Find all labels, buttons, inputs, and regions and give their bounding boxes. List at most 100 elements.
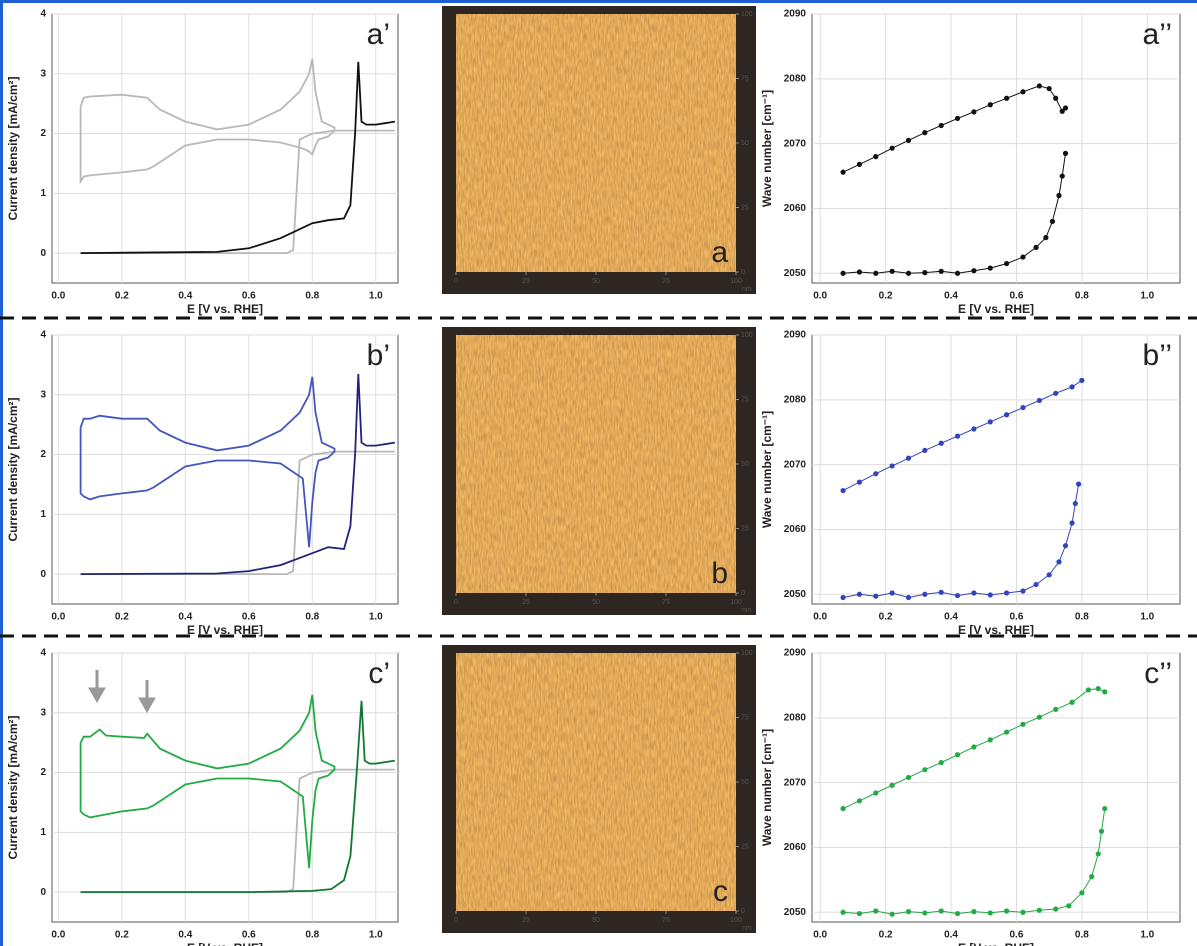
x-tick-label: 0.8 [1075, 291, 1089, 302]
y-tick-label: 2060 [784, 524, 807, 535]
x-tick-label: 25 [522, 599, 530, 606]
x-tick-label: 0.6 [242, 612, 256, 623]
point [938, 759, 944, 766]
point [856, 479, 863, 485]
cv-curve [79, 58, 336, 185]
y-tick-label: 0 [40, 248, 46, 259]
point [1069, 384, 1075, 390]
stm-image [456, 14, 736, 272]
series-line [842, 688, 1106, 810]
x-tick-label: 0.2 [115, 930, 129, 941]
x-tick-label: 75 [662, 599, 670, 606]
point [905, 774, 912, 781]
x-tick-label: 0.8 [1075, 612, 1089, 623]
point [1072, 500, 1078, 507]
plot-area [811, 13, 1181, 284]
point [1020, 254, 1026, 260]
stm-image [456, 653, 736, 911]
x-tick-label: 50 [592, 917, 600, 924]
point [938, 589, 944, 595]
point [905, 594, 912, 601]
point [889, 590, 895, 596]
point [856, 161, 863, 167]
point [1046, 572, 1052, 578]
point [1102, 689, 1108, 695]
arrows [88, 670, 156, 714]
panel-label: c [713, 875, 728, 908]
point [856, 910, 863, 917]
x-tick-label: 0.6 [1009, 291, 1023, 302]
point [905, 270, 912, 276]
y-tick-label: 100 [741, 332, 753, 339]
cv-curve [80, 373, 395, 575]
x-tick-label: 0.6 [1009, 930, 1023, 941]
panel-label: b [711, 557, 728, 590]
point [1102, 805, 1108, 812]
x-axis-label: E [V vs. RHE] [958, 941, 1034, 946]
point [1033, 244, 1039, 250]
x-tick-label: 0.4 [944, 291, 958, 302]
point [1062, 543, 1069, 549]
unit-label: nm [742, 925, 752, 932]
y-tick-label: 2090 [784, 9, 807, 20]
point [856, 591, 863, 597]
y-tick-label: 2050 [784, 268, 807, 279]
point [1036, 714, 1042, 720]
x-tick-label: 75 [662, 278, 670, 285]
x-tick-label: 1.0 [1140, 930, 1154, 941]
point [873, 471, 879, 477]
x-axis-label: E [V vs. RHE] [187, 941, 263, 946]
point [840, 805, 846, 812]
point [954, 752, 961, 758]
panel-label: c’ [368, 657, 390, 690]
plot-area [51, 652, 399, 923]
point [987, 419, 993, 425]
x-tick-label: 0.0 [51, 930, 65, 941]
y-tick-label: 2070 [784, 459, 807, 470]
x-tick-label: 75 [662, 917, 670, 924]
x-tick-label: 0.4 [178, 291, 192, 302]
y-tick-label: 0 [741, 269, 745, 276]
point [1033, 581, 1039, 588]
panel-label: b’’ [1143, 339, 1172, 372]
y-tick-label: 1 [40, 827, 46, 838]
y-tick-label: 25 [741, 843, 749, 850]
point [954, 910, 961, 917]
point [1056, 559, 1062, 565]
x-tick-label: 0.4 [944, 612, 958, 623]
point [840, 270, 846, 276]
y-tick-label: 3 [40, 707, 46, 718]
top-border [0, 0, 1197, 3]
point [1036, 83, 1042, 89]
point [987, 910, 993, 916]
point [1020, 909, 1026, 915]
x-tick-label: 0.2 [115, 612, 129, 623]
x-axis-label: E [V vs. RHE] [958, 302, 1034, 316]
y-tick-label: 4 [40, 648, 46, 659]
x-tick-label: 0.2 [879, 291, 893, 302]
cv-curve [80, 700, 395, 893]
panel-label: a’ [367, 18, 390, 51]
x-axis-label: E [V vs. RHE] [958, 623, 1034, 637]
x-tick-label: 0.2 [879, 930, 893, 941]
plot-area [51, 13, 399, 284]
point [889, 911, 895, 917]
point [922, 130, 928, 136]
x-tick-label: 1.0 [369, 612, 383, 623]
cv-curve [79, 694, 336, 869]
x-tick-label: 0.2 [115, 291, 129, 302]
cv-curve [80, 61, 395, 254]
y-tick-label: 50 [741, 779, 749, 786]
x-tick-label: 0 [454, 599, 458, 606]
x-tick-label: 0.8 [305, 612, 319, 623]
y-tick-label: 2050 [784, 907, 807, 918]
point [1053, 95, 1059, 101]
y-tick-label: 2090 [784, 330, 807, 341]
y-tick-label: 0 [741, 590, 745, 597]
y-tick-label: 2060 [784, 842, 807, 853]
y-tick-label: 2060 [784, 203, 807, 214]
point [1020, 721, 1026, 727]
point [971, 744, 977, 750]
point [1085, 687, 1092, 693]
